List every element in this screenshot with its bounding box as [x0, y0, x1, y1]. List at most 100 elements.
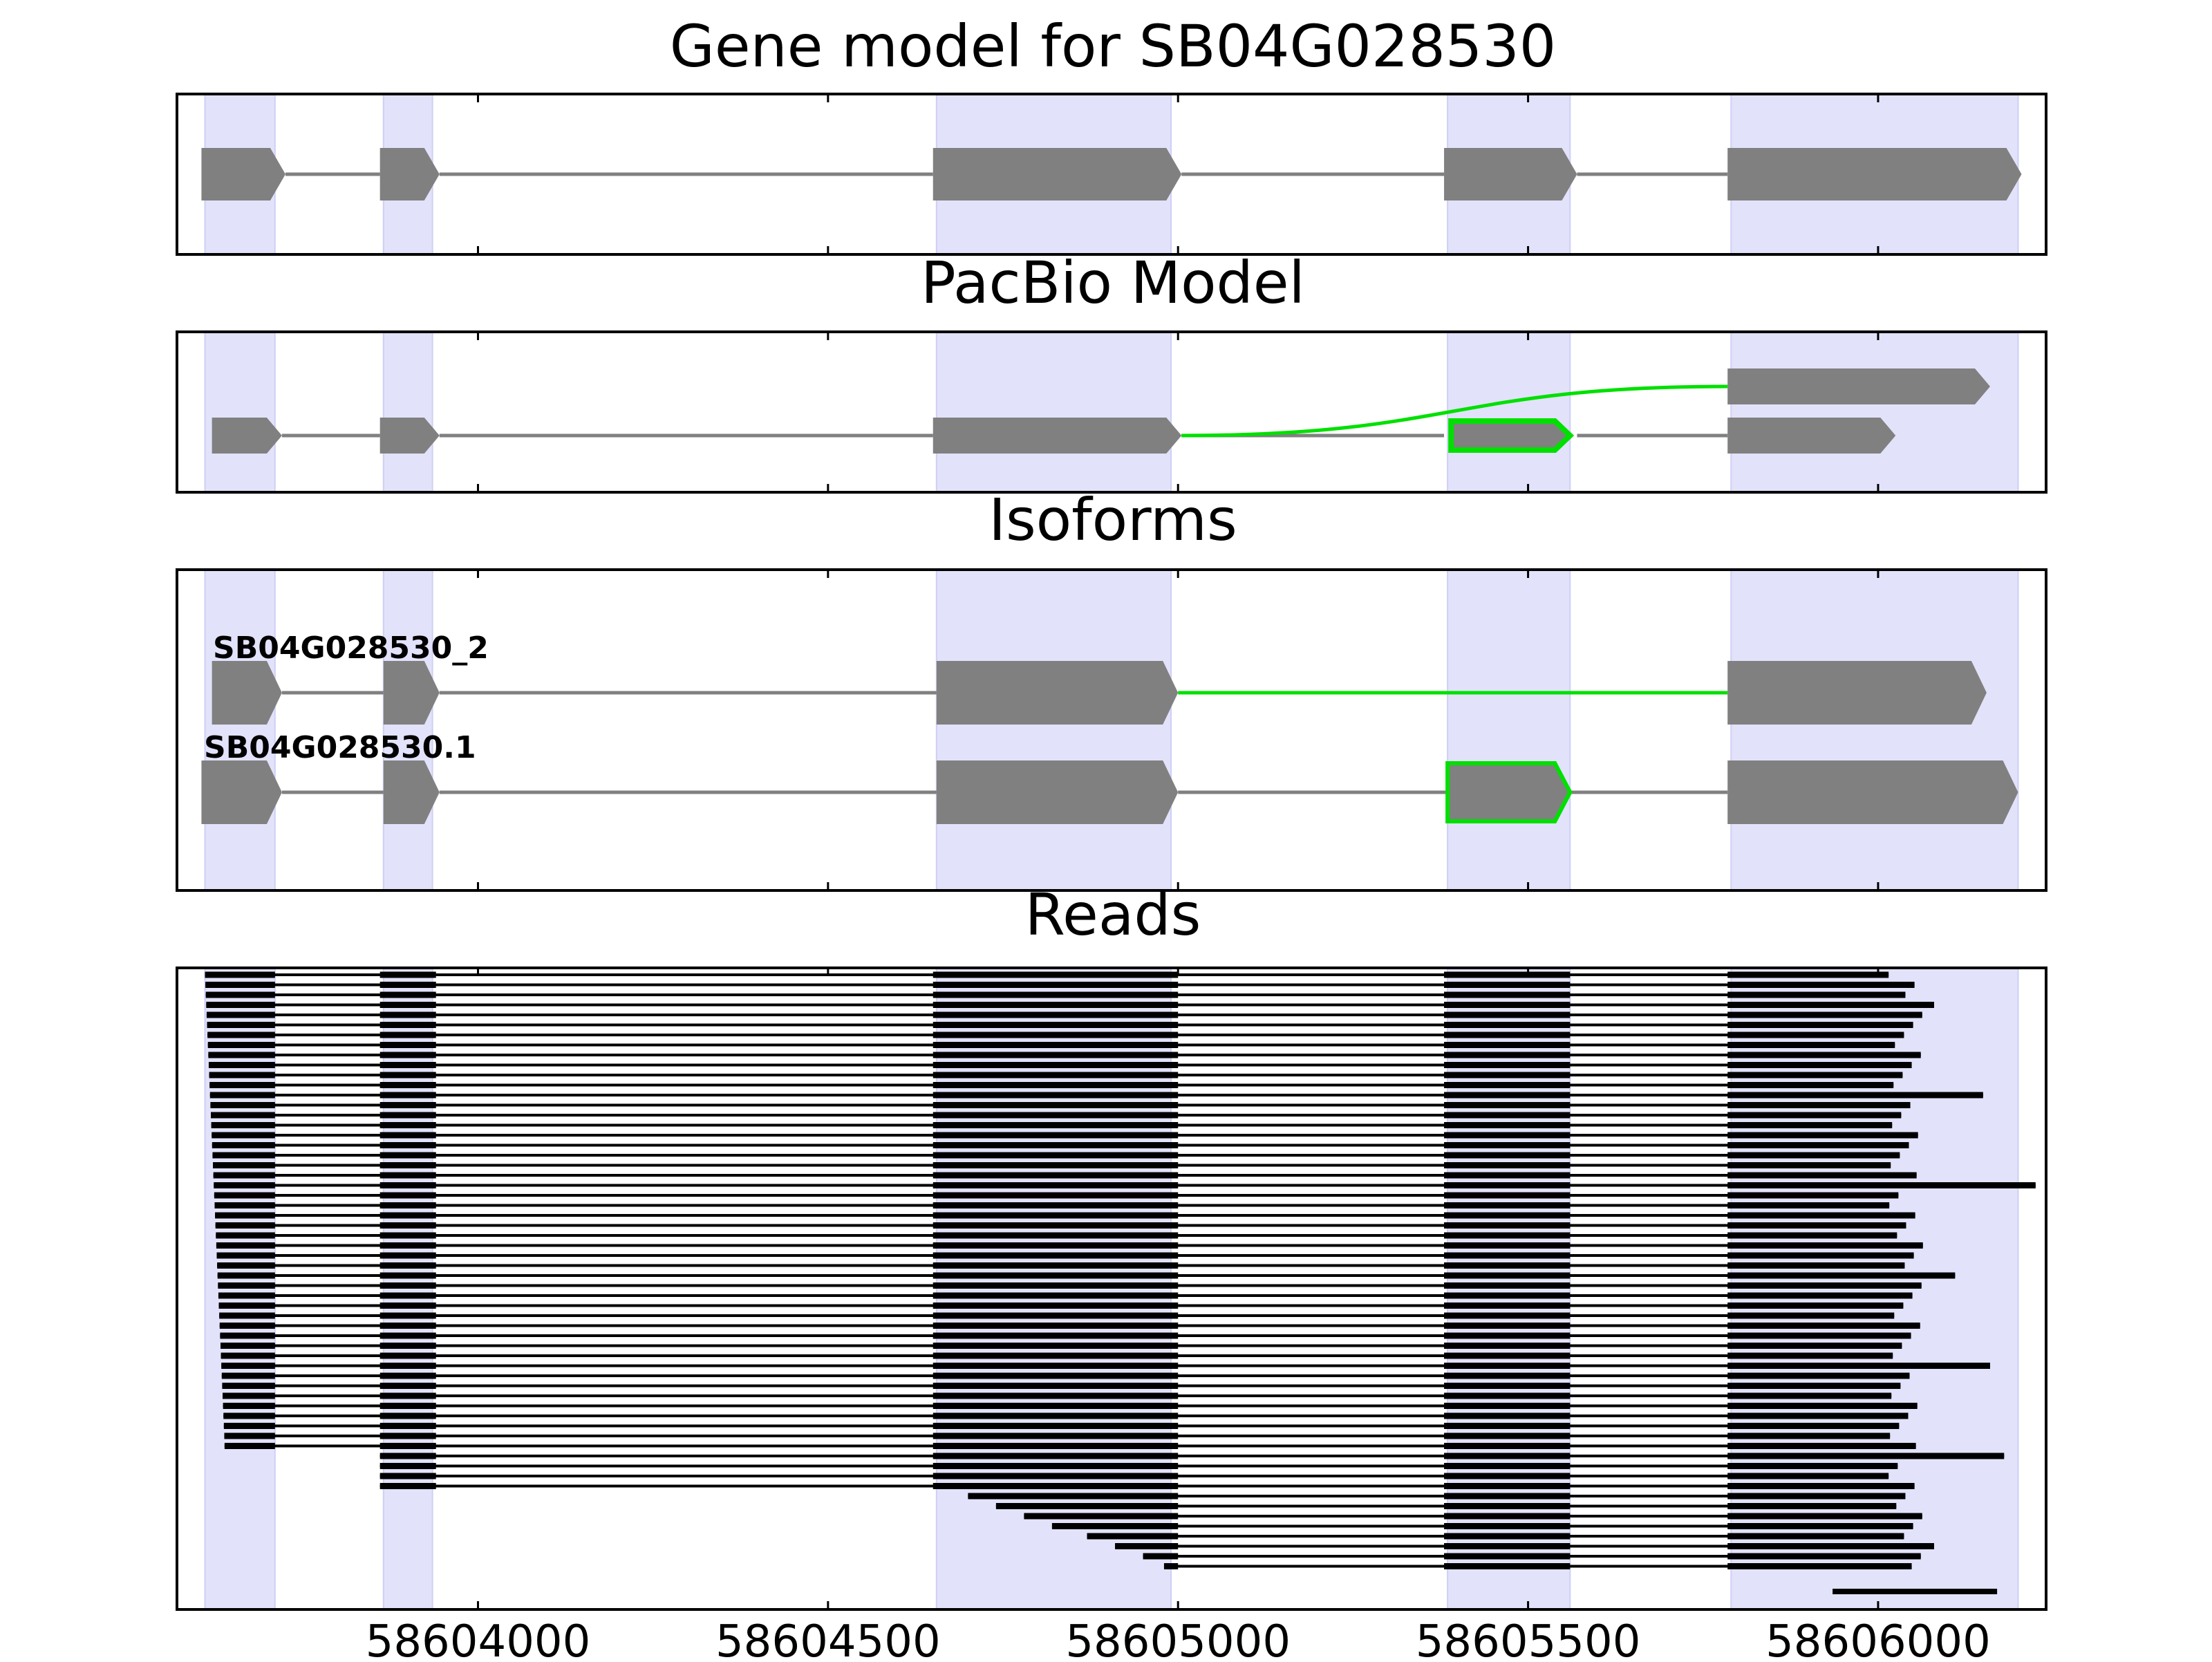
read-block [1727, 1553, 1921, 1560]
exon-highlight-band [935, 569, 1172, 891]
read-block [379, 1052, 436, 1058]
isoform-label: SB04G028530.1 [204, 730, 476, 765]
read-block [220, 1332, 275, 1339]
read-block [1727, 1363, 1990, 1369]
read-block [1087, 1533, 1179, 1540]
read-block [1444, 1262, 1571, 1269]
read-block [1727, 1432, 1891, 1439]
read-block [932, 1022, 1179, 1028]
panel-frame [176, 967, 2047, 1611]
read-block [213, 1162, 275, 1168]
read-block [1727, 1011, 1922, 1018]
exon-highlight-band [1730, 569, 2019, 891]
read-block [1444, 1282, 1571, 1289]
read-block [1727, 1062, 1912, 1068]
read-block [379, 1392, 436, 1399]
read-block [224, 1443, 275, 1449]
read-block [1727, 982, 1915, 988]
read-block [932, 1282, 1179, 1289]
isoform-exon [1727, 661, 1987, 725]
read-block [1727, 1082, 1894, 1088]
read-block [932, 1432, 1179, 1439]
read-block [379, 1352, 436, 1359]
read-block [205, 982, 275, 988]
exon-highlight-band [1730, 331, 2019, 493]
read-block [379, 1022, 436, 1028]
read-block [932, 1242, 1179, 1249]
read-block [220, 1343, 275, 1349]
read-block [1727, 1262, 1905, 1269]
read-block [379, 1072, 436, 1079]
read-block [1727, 1312, 1895, 1319]
read-block [932, 1042, 1179, 1048]
read-block [1727, 1232, 1897, 1239]
read-block [1444, 1453, 1571, 1459]
read-block [211, 1112, 275, 1119]
read-block [379, 1222, 436, 1229]
gene-model-title: Gene model for SB04G028530 [670, 12, 1556, 80]
read-block [379, 1092, 436, 1099]
read-block [1444, 1202, 1571, 1208]
panel-frame [176, 568, 2047, 892]
exon-highlight-band [935, 331, 1172, 493]
read-block [221, 1363, 275, 1369]
x-tick-label: 58606000 [1765, 1616, 1991, 1659]
read-block [379, 1142, 436, 1148]
read-block [1444, 1232, 1571, 1239]
read-block [1444, 1473, 1571, 1479]
read-block [1727, 1031, 1904, 1038]
read-block [215, 1212, 275, 1219]
gene-model-exon [201, 148, 285, 200]
read-block [1727, 1042, 1895, 1048]
read-block [1727, 1132, 1918, 1139]
read-block [1727, 1072, 1903, 1079]
read-block [932, 1412, 1179, 1419]
read-block [1727, 1343, 1902, 1349]
read-block [223, 1423, 275, 1429]
read-block [216, 1252, 275, 1259]
read-block [221, 1352, 275, 1359]
read-block [1444, 971, 1571, 978]
read-block [216, 1232, 275, 1239]
read-block [1051, 1523, 1179, 1529]
read-block [1727, 1352, 1893, 1359]
exon-highlight-band [382, 331, 433, 493]
read-block [206, 1002, 275, 1008]
read-block [1727, 1323, 1920, 1329]
read-block [1444, 1553, 1571, 1560]
read-block [1444, 1152, 1571, 1159]
read-block [1163, 1563, 1179, 1569]
read-block [379, 1002, 436, 1008]
read-block [1727, 1182, 2036, 1188]
isoform-exon [201, 760, 282, 824]
read-block [379, 1232, 436, 1239]
read-block [932, 1252, 1179, 1259]
read-block [995, 1503, 1179, 1509]
read-block [206, 1011, 275, 1018]
isoform-exon [212, 661, 282, 725]
read-block [932, 1132, 1179, 1139]
read-block [932, 1152, 1179, 1159]
read-block [213, 1172, 275, 1179]
read-block [218, 1302, 275, 1309]
read-block [1444, 1242, 1571, 1249]
read-block [379, 1162, 436, 1168]
exon-highlight-band [1447, 569, 1571, 891]
read-block [1444, 1443, 1571, 1449]
read-block [932, 1463, 1179, 1469]
read-block [379, 1302, 436, 1309]
panel-frame [176, 330, 2047, 494]
read-block [932, 1302, 1179, 1309]
read-block [208, 1052, 275, 1058]
read-block [1444, 1002, 1571, 1008]
read-block [1024, 1513, 1179, 1520]
read-block [379, 1343, 436, 1349]
read-block [1444, 1022, 1571, 1028]
read-block [379, 971, 436, 978]
read-block [1444, 1122, 1571, 1128]
read-block [1727, 1102, 1911, 1108]
read-block [932, 1082, 1179, 1088]
read-block [1727, 1372, 1910, 1379]
read-block [205, 971, 275, 978]
read-block [932, 1343, 1179, 1349]
